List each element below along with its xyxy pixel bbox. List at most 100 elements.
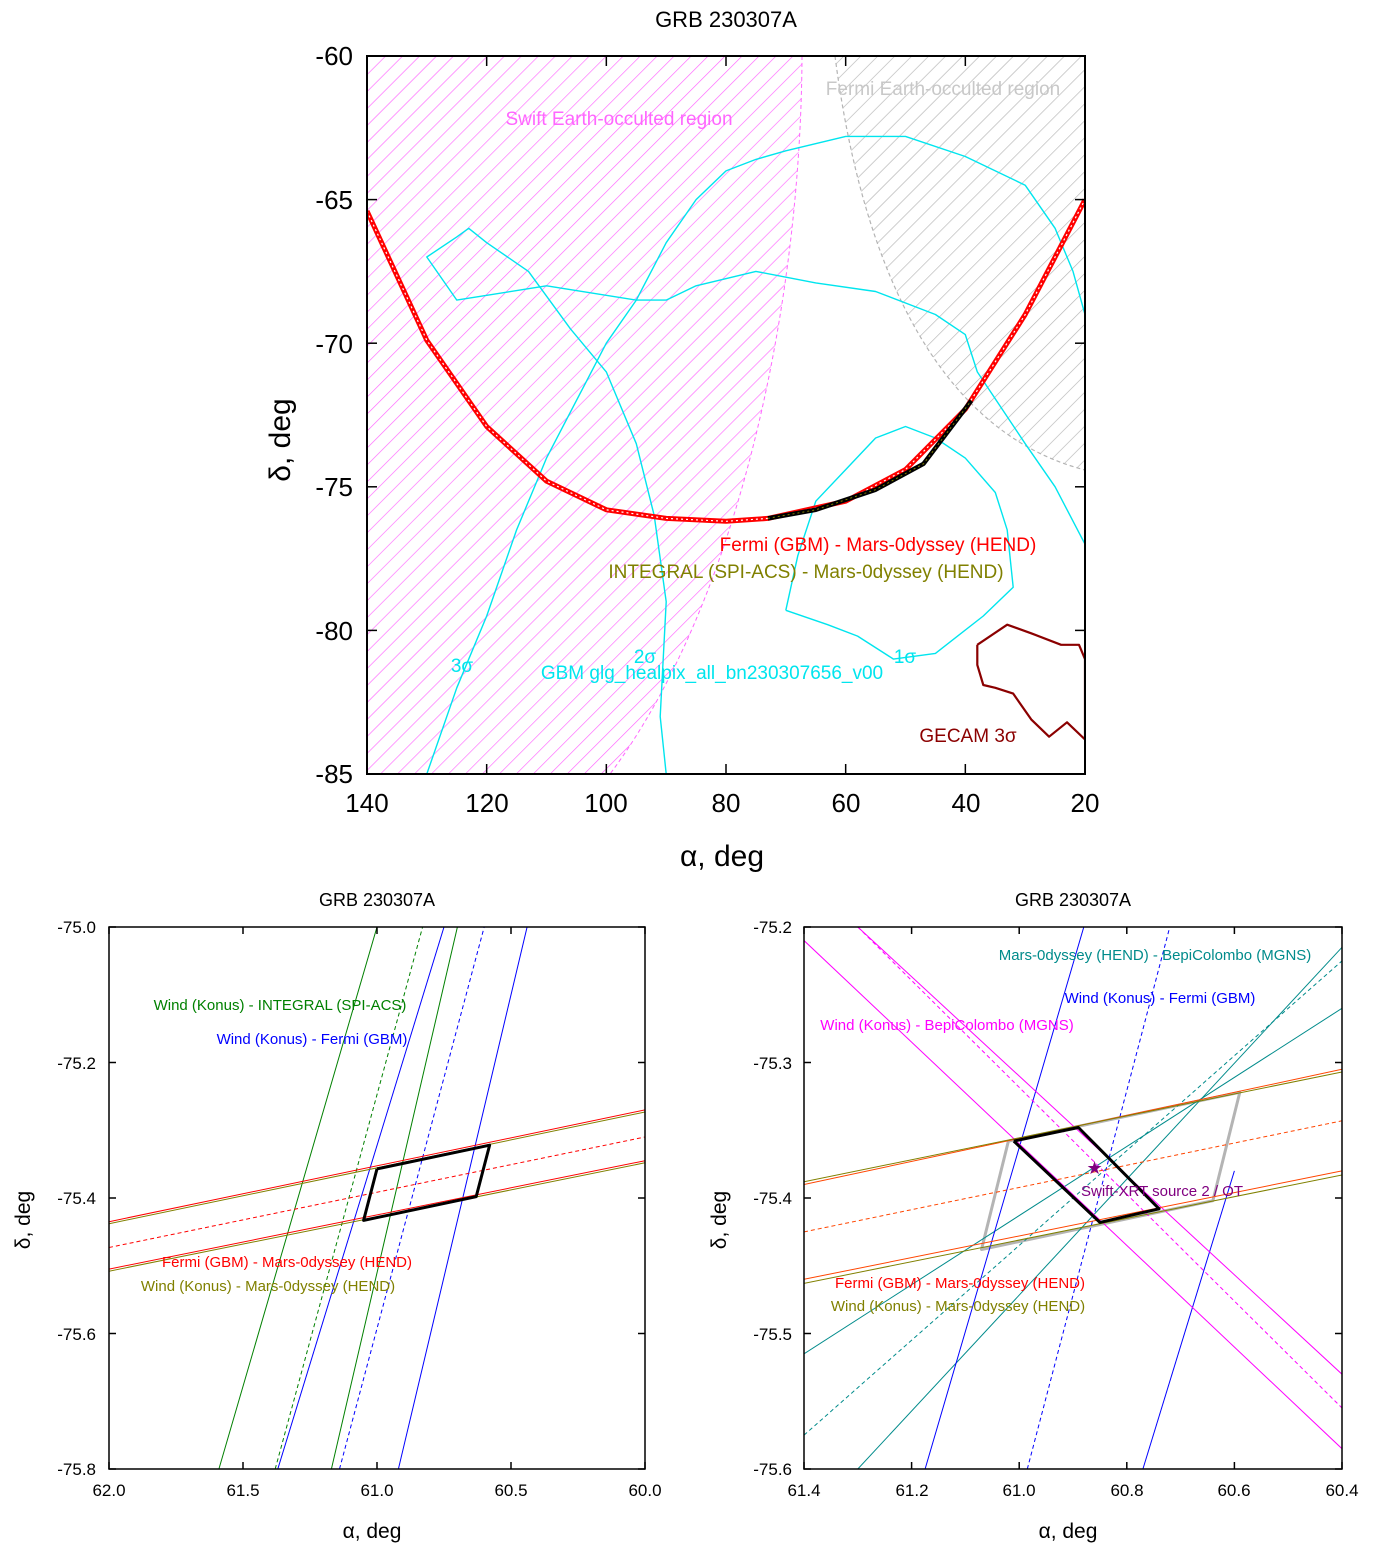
br-x-axis-label: α, deg	[1039, 1520, 1098, 1543]
bl-y-tick: -75.0	[57, 918, 96, 937]
br-konus-bepi-label: Wind (Konus) - BepiColombo (MGNS)	[820, 1017, 1073, 1034]
segment-label: INTEGRAL (SPI-ACS) - Mars-0dyssey (HEND)	[608, 562, 1003, 583]
main-y-tick: -85	[315, 759, 353, 789]
br-plot-area: ★	[804, 927, 1342, 1469]
bl-x-axis-label: α, deg	[343, 1520, 402, 1543]
br-y-tick: -75.2	[753, 918, 792, 937]
main-chart-title: GRB 230307A	[655, 7, 797, 32]
main-x-tick: 40	[952, 788, 981, 818]
bl-y-axis-label: δ, deg	[12, 1191, 35, 1249]
integral-hend-segment	[767, 399, 974, 521]
series-line-1-2	[1142, 1170, 1235, 1469]
series-line-2-2	[857, 927, 1342, 1409]
series-line-0-1	[857, 946, 1342, 1469]
series-line-3-1	[804, 1170, 1342, 1280]
bottom-right-panel: GRB 230307A ★ Mars-0dyssey (HEND) - Bepi…	[708, 890, 1359, 1543]
swift-occulted-region	[367, 56, 802, 774]
main-x-tick: 80	[712, 788, 741, 818]
br-x-tick: 60.6	[1217, 1481, 1250, 1500]
br-y-tick: -75.5	[753, 1325, 792, 1344]
main-x-tick: 140	[345, 788, 388, 818]
series-line-0-2	[330, 927, 458, 1469]
fermi-region-label: Fermi Earth-occulted region	[826, 79, 1060, 100]
bl-x-tick: 61.5	[226, 1481, 259, 1500]
series-line-2-0	[109, 1109, 645, 1223]
series-line-4-1	[804, 1174, 1342, 1284]
main-plot-area	[367, 56, 1085, 774]
main-y-axis-label: δ, deg	[264, 398, 297, 481]
error-box	[1012, 1126, 1161, 1224]
sigma1-label: 1σ	[894, 647, 917, 668]
main-y-tick: -75	[315, 472, 353, 502]
sigma3-label: 3σ	[451, 656, 474, 677]
series-line-0-0	[804, 1007, 1342, 1355]
series-line-1-0	[277, 927, 445, 1469]
series-line-2-1	[109, 1160, 645, 1270]
gecam-label: GECAM 3σ	[919, 726, 1017, 747]
br-x-tick: 61.2	[895, 1481, 928, 1500]
gbm-contour-2σ	[426, 227, 1085, 774]
main-x-tick: 60	[832, 788, 861, 818]
main-y-tick: -70	[315, 329, 353, 359]
br-x-tick: 61.0	[1002, 1481, 1035, 1500]
main-x-tick: 120	[465, 788, 508, 818]
series-line-1-0	[924, 927, 1085, 1469]
bottom-left-panel: GRB 230307A Wind (Konus) - INTEGRAL (SPI…	[12, 890, 662, 1543]
series-line-2-2	[109, 1136, 645, 1248]
main-y-tick: -80	[315, 616, 353, 646]
tick-marks	[108, 926, 646, 1470]
main-x-tick: 20	[1071, 788, 1100, 818]
series-line-1-1	[339, 927, 485, 1469]
bl-konus-integral-label: Wind (Konus) - INTEGRAL (SPI-ACS)	[154, 997, 407, 1014]
swift-occulted-boundary	[609, 56, 803, 774]
bl-y-tick: -75.6	[57, 1325, 96, 1344]
main-y-tick: -65	[315, 185, 353, 215]
fermi-hend-annulus-core	[367, 199, 1085, 522]
fermi-occulted-boundary	[834, 56, 1085, 471]
br-konus-hend-label: Wind (Konus) - Mars-0dyssey (HEND)	[831, 1298, 1085, 1315]
gbm-contour-label: GBM glg_healpix_all_bn230307656_v00	[541, 663, 883, 684]
sigma2-label: 2σ	[634, 647, 657, 668]
bl-chart-title: GRB 230307A	[319, 890, 435, 910]
swift-region-label: Swift Earth-occulted region	[505, 109, 732, 130]
br-x-tick: 61.4	[787, 1481, 820, 1500]
bl-x-tick: 60.0	[628, 1481, 661, 1500]
br-chart-title: GRB 230307A	[1015, 890, 1131, 910]
tick-marks	[803, 926, 1343, 1470]
main-x-axis-label: α, deg	[680, 840, 764, 873]
bl-y-tick: -75.2	[57, 1054, 96, 1073]
error-box	[362, 1143, 492, 1222]
bl-x-tick: 61.0	[360, 1481, 393, 1500]
main-panel: GRB 230307A Swift Earth-occulted region …	[264, 7, 1099, 873]
series-line-0-1	[274, 927, 424, 1469]
bl-data-layer	[109, 927, 645, 1469]
series-line-3-2	[804, 1120, 1342, 1233]
bl-y-tick: -75.8	[57, 1460, 96, 1479]
annulus-label: Fermi (GBM) - Mars-0dyssey (HEND)	[720, 535, 1037, 556]
series-line-0-0	[218, 927, 378, 1469]
main-x-tick: 100	[584, 788, 627, 818]
br-y-tick: -75.4	[753, 1189, 792, 1208]
gbm-contour-3σ	[426, 135, 1085, 774]
bl-konus-hend-label: Wind (Konus) - Mars-0dyssey (HEND)	[141, 1278, 395, 1295]
br-hend-bepi-label: Mars-0dyssey (HEND) - BepiColombo (MGNS)	[999, 947, 1312, 964]
bl-plot-area	[109, 927, 645, 1469]
bl-konus-fermi-label: Wind (Konus) - Fermi (GBM)	[217, 1031, 408, 1048]
bl-fermi-hend-label: Fermi (GBM) - Mars-0dyssey (HEND)	[162, 1254, 412, 1271]
main-data-layer	[367, 135, 1085, 774]
br-ot-label: Swift-XRT source 2 / OT	[1081, 1183, 1243, 1200]
bl-x-tick: 62.0	[92, 1481, 125, 1500]
br-fermi-hend-label: Fermi (GBM) - Mars-0dyssey (HEND)	[835, 1275, 1085, 1292]
bl-y-tick: -75.4	[57, 1189, 96, 1208]
br-x-tick: 60.8	[1110, 1481, 1143, 1500]
main-tick-marks	[366, 55, 1086, 775]
br-y-tick: -75.6	[753, 1460, 792, 1479]
ot-star-marker: ★	[1086, 1158, 1102, 1179]
gecam-contour	[976, 623, 1085, 741]
bl-x-tick: 60.5	[494, 1481, 527, 1500]
series-line-2-0	[804, 940, 1342, 1450]
br-konus-fermi-label: Wind (Konus) - Fermi (GBM)	[1065, 990, 1256, 1007]
br-y-tick: -75.3	[753, 1054, 792, 1073]
fermi-occulted-region	[835, 56, 1085, 470]
